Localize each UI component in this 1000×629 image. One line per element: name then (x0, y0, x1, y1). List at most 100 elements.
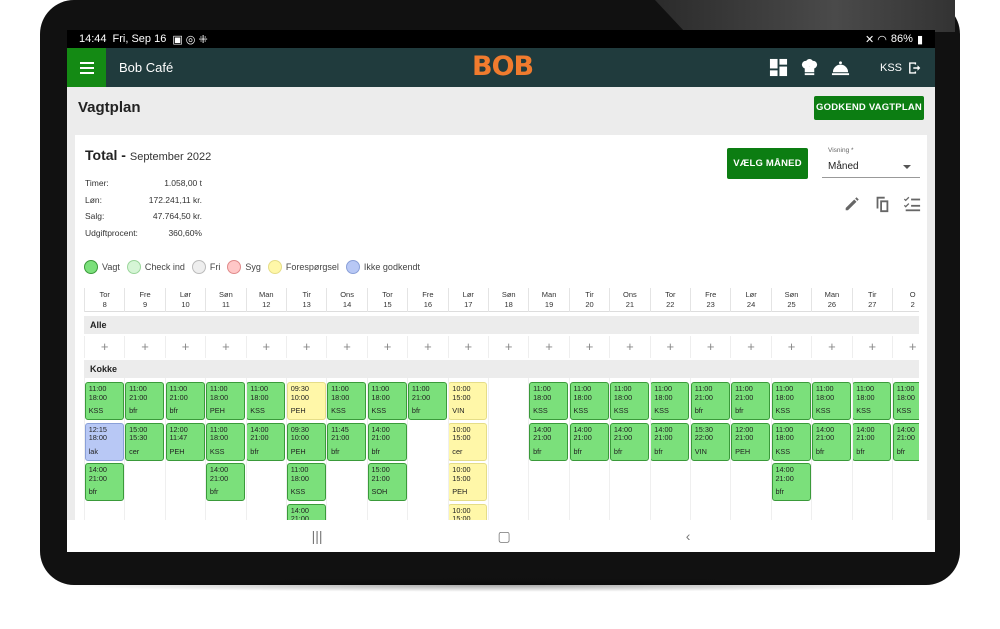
shift-card[interactable]: 09:30 10:00 PEH (286, 382, 326, 420)
back-icon[interactable]: ‹ (685, 528, 691, 544)
page-header: Vagtplan GODKEND VAGTPLAN (67, 87, 935, 128)
add-shift-button[interactable]: + (851, 336, 892, 358)
shift-card[interactable]: 11:00 18:00 KSS (771, 382, 811, 420)
shift-card[interactable]: 11:00 18:00 KSS (811, 382, 851, 420)
shift-card[interactable]: 11:00 18:00 KSS (892, 382, 919, 420)
weekday-label: Tir (585, 290, 594, 299)
shift-initials: KSS (371, 406, 387, 416)
shift-card[interactable]: 11:00 18:00 KSS (246, 382, 286, 420)
weekday-label: Tor (382, 290, 393, 299)
shift-card[interactable]: 14:00 21:00 bfr (246, 422, 286, 461)
add-shift-button[interactable]: + (609, 336, 649, 358)
shift-card[interactable]: 11:00 21:00 bfr (731, 382, 771, 420)
shift-card[interactable]: 11:00 18:00 KSS (771, 422, 811, 461)
shift-card[interactable]: 09:30 10:00 PEH (286, 422, 326, 461)
shift-card[interactable]: 11:00 18:00 PEH (205, 382, 245, 420)
add-shift-button[interactable]: + (205, 336, 245, 358)
add-shift-button[interactable]: + (407, 336, 447, 358)
shift-card[interactable]: 11:00 21:00 bfr (165, 382, 205, 420)
copy-icon[interactable] (873, 195, 891, 213)
user-menu[interactable]: KSS (880, 61, 921, 75)
checklist-icon[interactable] (903, 195, 921, 213)
shift-card[interactable]: 12:15 18:00 lak (84, 422, 124, 461)
shift-card[interactable]: 14:00 21:00 bfr (650, 422, 690, 461)
shift-card[interactable]: 11:00 18:00 KSS (286, 463, 326, 501)
shift-card[interactable]: 14:00 21:00 bfr (609, 422, 649, 461)
shift-card[interactable]: 11:00 18:00 KSS (609, 382, 649, 420)
cloche-icon[interactable] (831, 58, 850, 77)
add-shift-button[interactable]: + (892, 336, 919, 358)
shift-card[interactable]: 14:00 21:00 bfr (771, 463, 811, 501)
shift-card[interactable]: 11:00 18:00 KSS (852, 382, 892, 420)
shift-start: 11:00 (896, 384, 915, 393)
shift-card[interactable]: 11:00 18:00 KSS (569, 382, 609, 420)
day-header: Søn 25 (770, 288, 811, 312)
shift-card[interactable]: 10:00 15:00 PEH (448, 463, 488, 501)
shift-end: 18:00 (896, 392, 915, 402)
add-shift-row: + + + + + + + + + + + + + + + + + + + + + (84, 336, 919, 358)
day-header: Man 26 (811, 288, 851, 312)
shift-end: 18:00 (573, 392, 592, 402)
add-shift-button[interactable]: + (326, 336, 366, 358)
shift-end: 18:00 (250, 392, 269, 402)
shift-card[interactable]: 11:00 21:00 bfr (407, 382, 447, 420)
add-shift-button[interactable]: + (690, 336, 730, 358)
shift-card[interactable]: 11:00 21:00 bfr (690, 382, 730, 420)
dashboard-icon[interactable] (769, 58, 788, 77)
shift-card[interactable]: 12:00 21:00 PEH (731, 422, 771, 461)
shift-card[interactable]: 12:00 11:47 PEH (165, 422, 205, 461)
shift-card[interactable]: 11:00 18:00 KSS (205, 422, 245, 461)
choose-month-button[interactable]: VÆLG MÅNED (727, 148, 808, 179)
home-icon[interactable]: ▢ (497, 527, 511, 544)
add-shift-button[interactable]: + (568, 336, 609, 358)
shift-card[interactable]: 10:00 15:00 VIN (448, 382, 488, 420)
shift-card[interactable]: 14:00 21:00 bfr (569, 422, 609, 461)
shift-initials: PEH (290, 406, 306, 416)
add-shift-button[interactable]: + (730, 336, 770, 358)
add-shift-button[interactable]: + (84, 336, 124, 358)
add-shift-button[interactable]: + (124, 336, 164, 358)
shift-card[interactable]: 14:00 21:00 bfr (205, 463, 245, 501)
add-shift-button[interactable]: + (649, 336, 690, 358)
add-shift-button[interactable]: + (245, 336, 286, 358)
shift-card[interactable]: 11:00 18:00 KSS (529, 382, 569, 420)
shift-card[interactable]: 11:00 18:00 KSS (367, 382, 407, 420)
shift-initials: bfr (735, 406, 744, 416)
add-shift-button[interactable]: + (366, 336, 407, 358)
menu-button[interactable] (67, 48, 106, 87)
date-label: 25 (787, 300, 796, 309)
shift-card[interactable]: 14:00 21:00 bfr (367, 422, 407, 461)
add-shift-button[interactable]: + (164, 336, 205, 358)
shift-card[interactable]: 11:00 18:00 KSS (84, 382, 124, 420)
shift-card[interactable]: 15:00 21:00 SOH (367, 463, 407, 501)
shift-card[interactable]: 14:00 21:00 bfr (892, 422, 919, 461)
chef-hat-icon[interactable] (800, 58, 819, 77)
add-shift-button[interactable]: + (770, 336, 811, 358)
shift-card[interactable]: 14:00 21:00 bfr (852, 422, 892, 461)
shift-card[interactable]: 11:00 18:00 KSS (650, 382, 690, 420)
shift-card[interactable]: 14:00 21:00 bfr (84, 463, 124, 501)
shift-card[interactable]: 11:00 18:00 KSS (327, 382, 367, 420)
view-select[interactable]: Visning * Måned (822, 147, 920, 178)
weekday-label: Man (258, 290, 274, 299)
shift-card[interactable]: 14:00 21:00 bfr (529, 422, 569, 461)
add-shift-button[interactable]: + (528, 336, 568, 358)
shift-card[interactable]: 11:45 21:00 bfr (327, 422, 367, 461)
shift-start: 11:00 (856, 384, 875, 393)
approve-schedule-button[interactable]: GODKEND VAGTPLAN (814, 95, 924, 120)
add-shift-button[interactable]: + (488, 336, 528, 358)
add-shift-button[interactable]: + (286, 336, 326, 358)
edit-icon[interactable] (843, 195, 861, 213)
shift-card[interactable]: 14:00 21:00 bfr (811, 422, 851, 461)
date-label: 27 (868, 300, 877, 309)
recent-apps-icon[interactable]: ||| (311, 528, 323, 544)
column-divider (528, 378, 530, 533)
add-shift-button[interactable]: + (447, 336, 488, 358)
shift-card[interactable]: 10:00 15:00 cer (448, 422, 488, 461)
shift-card[interactable]: 15:00 15:30 cer (125, 422, 165, 461)
add-shift-button[interactable]: + (811, 336, 851, 358)
shift-end: 15:00 (452, 514, 471, 524)
shift-card[interactable]: 11:00 21:00 bfr (125, 382, 165, 420)
shift-card[interactable]: 15:30 22:00 VIN (690, 422, 730, 461)
weekday-label: Man (824, 290, 840, 299)
